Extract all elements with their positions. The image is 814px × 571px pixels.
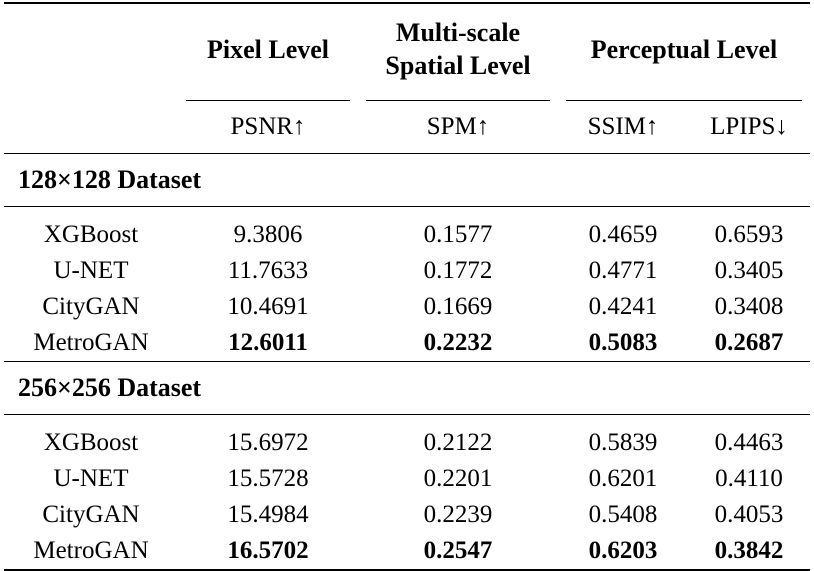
underline-spacer [4,94,178,101]
spm-cell: 0.1772 [423,257,493,284]
underline-perceptual [558,94,810,101]
spm-cell-best: 0.2547 [423,537,493,564]
lpips-cell: 0.3408 [714,293,784,320]
lpips-cell: 0.3405 [714,257,784,284]
psnr-cell: 15.4984 [227,501,309,528]
metric-spm: SPM↑ [426,113,490,140]
group-header-row: Pixel Level Multi-scale Spatial Level Pe… [4,3,810,94]
table-row: XGBoost 15.6972 0.2122 0.5839 0.4463 [4,425,810,461]
spm-cell: 0.2201 [423,465,493,492]
table-row: CityGAN 10.4691 0.1669 0.4241 0.3408 [4,289,810,325]
psnr-cell: 15.6972 [227,429,309,456]
method-cell: CityGAN [42,293,140,320]
lpips-cell-best: 0.2687 [714,329,784,356]
metric-header-row: PSNR↑ SPM↑ SSIM↑ LPIPS↓ [4,101,810,154]
table-row: U-NET 15.5728 0.2201 0.6201 0.4110 [4,461,810,497]
method-cell: XGBoost [43,221,139,248]
table-row: CityGAN 15.4984 0.2239 0.5408 0.4053 [4,497,810,533]
metric-ssim: SSIM↑ [587,113,659,140]
table-row: MetroGAN 12.6011 0.2232 0.5083 0.2687 [4,325,810,362]
group-header-multiscale: Multi-scale Spatial Level [358,3,558,94]
results-table: Pixel Level Multi-scale Spatial Level Pe… [4,2,810,571]
underline-pixel [178,94,358,101]
method-cell: U-NET [53,257,129,284]
lpips-cell-best: 0.3842 [714,537,784,564]
table-row: MetroGAN 16.5702 0.2547 0.6203 0.3842 [4,533,810,570]
psnr-cell: 15.5728 [227,465,309,492]
ssim-cell: 0.5839 [588,429,658,456]
group-underline-row [4,94,810,101]
section-header-row: 256×256 Dataset [4,361,810,415]
group-header-perceptual-label: Perceptual Level [590,34,778,64]
lpips-cell: 0.4463 [714,429,784,456]
group-header-pixel: Pixel Level [178,3,358,94]
metric-corner-cell [4,101,178,154]
lpips-cell: 0.6593 [714,221,784,248]
table-row: U-NET 11.7633 0.1772 0.4771 0.3405 [4,253,810,289]
spm-cell: 0.1669 [423,293,493,320]
group-header-multiscale-line2: Spatial Level [385,51,531,80]
ssim-cell: 0.4659 [588,221,658,248]
lpips-cell: 0.4053 [714,501,784,528]
psnr-cell: 10.4691 [227,293,309,320]
ssim-cell: 0.4771 [588,257,658,284]
section-title: 128×128 Dataset [18,165,202,194]
group-header-pixel-label: Pixel Level [206,34,329,64]
group-header-multiscale-line1: Multi-scale [395,18,521,47]
method-cell: XGBoost [43,429,139,456]
psnr-cell: 9.3806 [233,221,303,248]
ssim-cell: 0.5408 [588,501,658,528]
section-title: 256×256 Dataset [18,373,202,402]
ssim-cell-best: 0.5083 [588,329,658,356]
psnr-cell-best: 12.6011 [228,329,308,356]
lpips-cell: 0.4110 [715,465,783,492]
spm-cell: 0.2122 [423,429,493,456]
ssim-cell: 0.4241 [588,293,658,320]
method-cell: MetroGAN [33,329,149,356]
method-cell: CityGAN [42,501,140,528]
metric-psnr: PSNR↑ [230,113,306,140]
ssim-cell: 0.6201 [588,465,658,492]
empty-corner-cell [4,3,178,94]
method-cell: U-NET [53,465,129,492]
underline-multiscale [358,94,558,101]
psnr-cell: 11.7633 [227,257,309,284]
spm-cell-best: 0.2232 [423,329,493,356]
group-header-perceptual: Perceptual Level [558,3,810,94]
metric-lpips: LPIPS↓ [710,113,788,140]
spm-cell: 0.1577 [423,221,493,248]
section-divider [4,206,810,218]
table-row: XGBoost 9.3806 0.1577 0.4659 0.6593 [4,217,810,253]
method-cell: MetroGAN [33,537,149,564]
section-header-row: 128×128 Dataset [4,153,810,207]
section-divider [4,414,810,426]
psnr-cell-best: 16.5702 [227,537,309,564]
spm-cell: 0.2239 [423,501,493,528]
ssim-cell-best: 0.6203 [588,537,658,564]
